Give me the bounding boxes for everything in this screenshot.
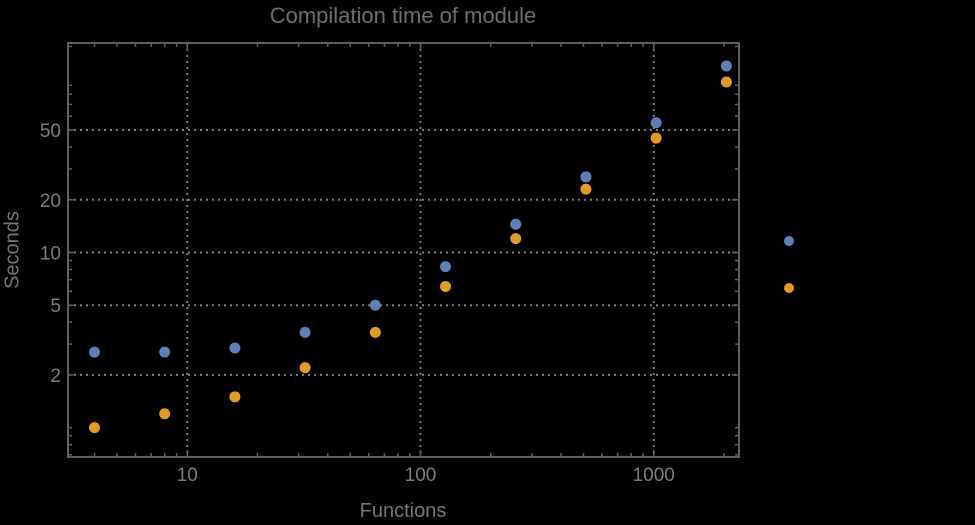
data-point-blue xyxy=(369,299,381,311)
x-tick-label: 100 xyxy=(405,465,437,486)
legend-marker-orange xyxy=(784,283,794,293)
data-point-blue xyxy=(88,346,100,358)
data-point-orange xyxy=(159,408,171,420)
data-point-orange xyxy=(369,326,381,338)
x-tick-label: 10 xyxy=(177,465,198,486)
y-axis-label: Seconds xyxy=(1,211,24,289)
data-point-blue xyxy=(510,218,522,230)
y-tick-label: 10 xyxy=(40,243,61,264)
data-point-blue xyxy=(229,342,241,354)
data-point-blue xyxy=(580,171,592,183)
x-axis-label: Functions xyxy=(359,500,447,522)
data-point-orange xyxy=(720,76,732,88)
data-point-orange xyxy=(88,422,100,434)
data-point-blue xyxy=(720,60,732,72)
data-point-orange xyxy=(650,132,662,144)
data-point-blue xyxy=(159,346,171,358)
data-point-orange xyxy=(229,391,241,403)
data-point-orange xyxy=(510,233,522,245)
data-point-blue xyxy=(440,261,452,273)
y-tick-label: 5 xyxy=(50,296,61,317)
data-point-orange xyxy=(580,183,592,195)
data-point-orange xyxy=(440,280,452,292)
data-point-orange xyxy=(299,362,311,374)
y-tick-label: 20 xyxy=(40,191,61,212)
data-point-blue xyxy=(299,326,311,338)
y-tick-label: 50 xyxy=(40,121,61,142)
legend-marker-blue xyxy=(784,236,794,246)
plot-frame xyxy=(67,42,740,458)
y-tick-label: 2 xyxy=(50,366,61,387)
data-point-blue xyxy=(650,117,662,129)
x-tick-label: 1000 xyxy=(633,465,675,486)
chart-title: Compilation time of module xyxy=(269,3,537,28)
